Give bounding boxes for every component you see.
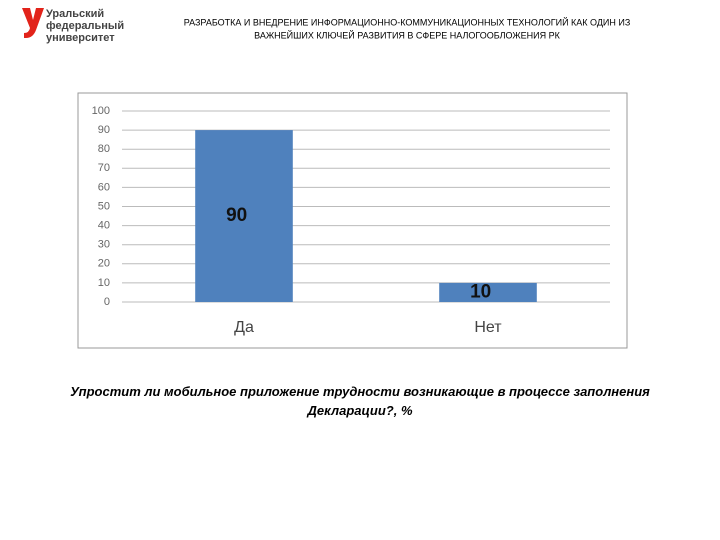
chart-title: Упростит ли мобильное приложение труднос… [70,384,650,418]
y-tick-label: 50 [98,200,110,212]
data-label: 90 [226,205,247,226]
y-tick-label: 100 [92,105,110,117]
y-tick-label: 20 [98,258,110,270]
y-tick-label: 70 [98,162,110,174]
x-tick-label: Нет [474,319,502,336]
y-tick-label: 40 [98,220,110,232]
y-tick-label: 0 [104,296,110,308]
header-title: ВАЖНЕЙШИХ КЛЮЧЕЙ РАЗВИТИЯ В СФЕРЕ НАЛОГО… [254,29,561,40]
y-tick-label: 60 [98,181,110,193]
header-title: РАЗРАБОТКА И ВНЕДРЕНИЕ ИНФОРМАЦИОННО-КОМ… [184,16,631,27]
chart-frame [77,92,628,349]
y-tick-label: 80 [98,143,110,155]
logo-text: Уральский [46,8,104,20]
x-tick-label: Да [234,319,254,336]
data-label: 10 [470,281,491,302]
bar [439,282,537,302]
y-tick-label: 30 [98,239,110,251]
logo-text: университет [46,32,115,44]
logo-icon [22,8,44,38]
y-tick-label: 10 [98,277,110,289]
logo-text: федеральный [46,20,124,32]
bar [195,130,293,302]
y-tick-label: 90 [98,124,110,136]
